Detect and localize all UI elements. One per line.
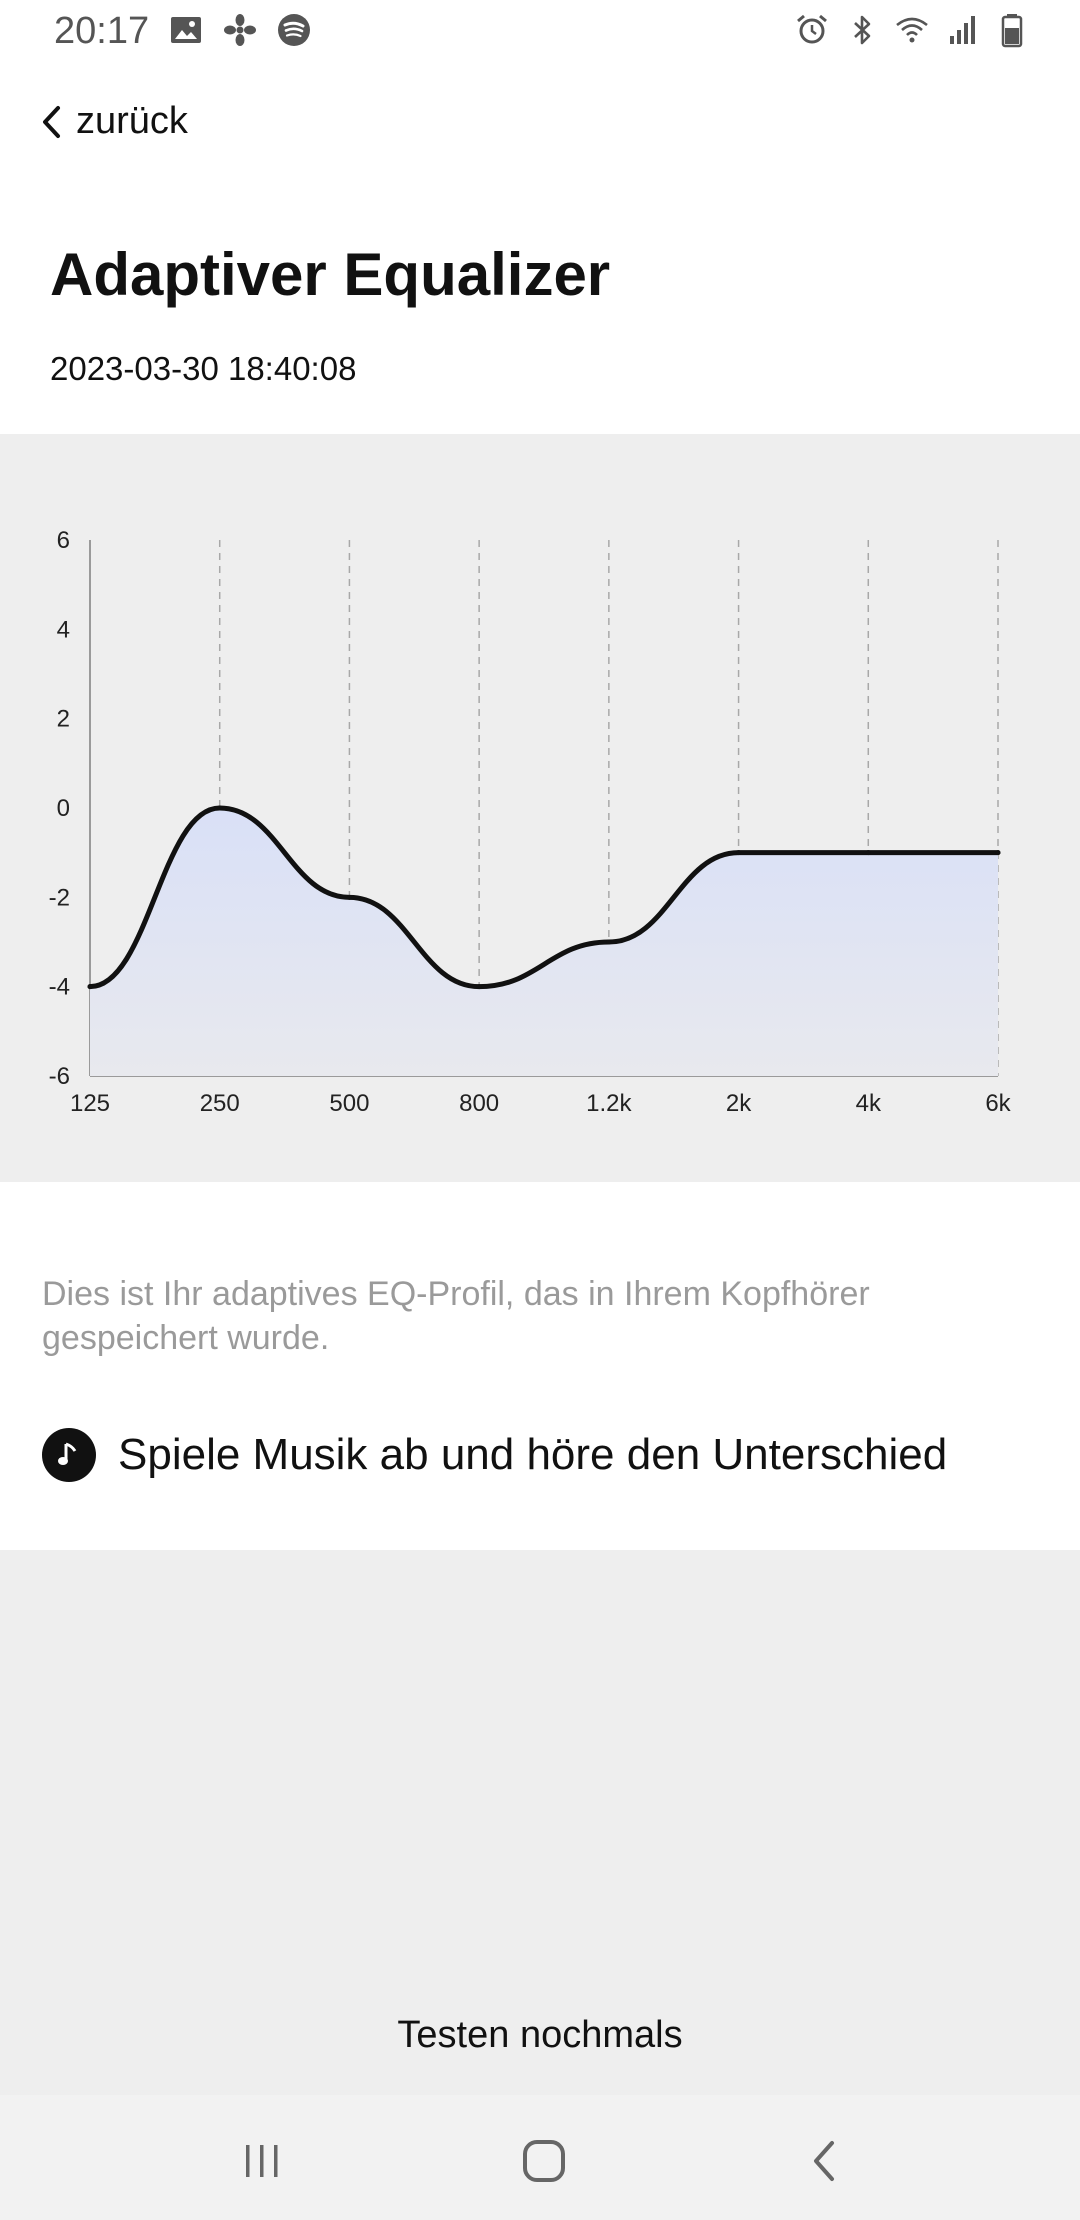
spotify-icon [278, 14, 310, 46]
back-label: zurück [76, 100, 188, 142]
x-tick-label: 4k [856, 1090, 882, 1117]
y-tick-label: -6 [49, 1063, 70, 1090]
x-tick-label: 6k [985, 1090, 1011, 1117]
x-tick-label: 800 [459, 1090, 499, 1117]
play-music-button[interactable]: Spiele Musik ab und höre den Unterschied [42, 1428, 947, 1482]
eq-point [606, 939, 612, 945]
x-tick-label: 1.2k [586, 1090, 632, 1117]
back-icon [814, 2141, 834, 2181]
music-note-icon [42, 1428, 96, 1482]
x-tick-label: 250 [200, 1090, 240, 1117]
retest-button[interactable]: Testen nochmals [397, 2013, 683, 2056]
eq-description: Dies ist Ihr adaptives EQ-Profil, das in… [42, 1275, 870, 1357]
x-tick-label: 500 [329, 1090, 369, 1117]
image-icon [171, 17, 201, 43]
x-tick-label: 2k [726, 1090, 752, 1117]
fan-icon [224, 14, 256, 46]
bottom-area: Testen nochmals [0, 1550, 1080, 2095]
home-button[interactable] [514, 2131, 574, 2191]
status-time: 20:17 [54, 10, 150, 52]
wifi-icon [896, 17, 928, 43]
battery-icon [1001, 14, 1023, 48]
x-tick-label: 125 [70, 1090, 110, 1117]
chevron-left-icon [43, 105, 60, 138]
eq-chart-panel: 6 4 2 0 -2 -4 -6 125 250 500 800 1.2k 2k 4k 6k [0, 434, 1080, 1182]
home-icon [523, 2140, 565, 2182]
eq-point [346, 894, 352, 900]
y-tick-label: -4 [49, 974, 70, 1001]
eq-point [865, 850, 871, 856]
system-nav-bar [0, 2095, 1080, 2220]
eq-point [87, 984, 93, 990]
eq-curve-fill [90, 808, 998, 1076]
y-tick-label: 6 [57, 527, 70, 554]
y-tick-label: 2 [57, 706, 70, 733]
y-tick-label: 0 [57, 795, 70, 822]
eq-point [217, 805, 223, 811]
eq-point [476, 984, 482, 990]
recent-apps-icon [246, 2145, 278, 2177]
eq-point [736, 850, 742, 856]
nav-back-button[interactable] [796, 2131, 856, 2191]
recent-apps-button[interactable] [232, 2131, 292, 2191]
back-button[interactable]: zurück [36, 100, 188, 143]
eq-point [995, 850, 1001, 856]
alarm-icon [797, 14, 827, 44]
bluetooth-icon [854, 15, 871, 45]
status-left-icons [168, 12, 312, 48]
timestamp: 2023-03-30 18:40:08 [50, 350, 357, 387]
status-right-icons [794, 12, 1030, 48]
signal-icon [950, 16, 975, 44]
page-title: Adaptiver Equalizer [50, 241, 611, 308]
play-music-label: Spiele Musik ab und höre den Unterschied [118, 1430, 948, 1479]
status-bar: 20:17 [0, 0, 1080, 66]
y-tick-label: 4 [57, 616, 70, 643]
eq-chart: 6 4 2 0 -2 -4 -6 125 250 500 800 1.2k 2k 4k 6k [49, 527, 1012, 1117]
y-tick-label: -2 [49, 884, 70, 911]
